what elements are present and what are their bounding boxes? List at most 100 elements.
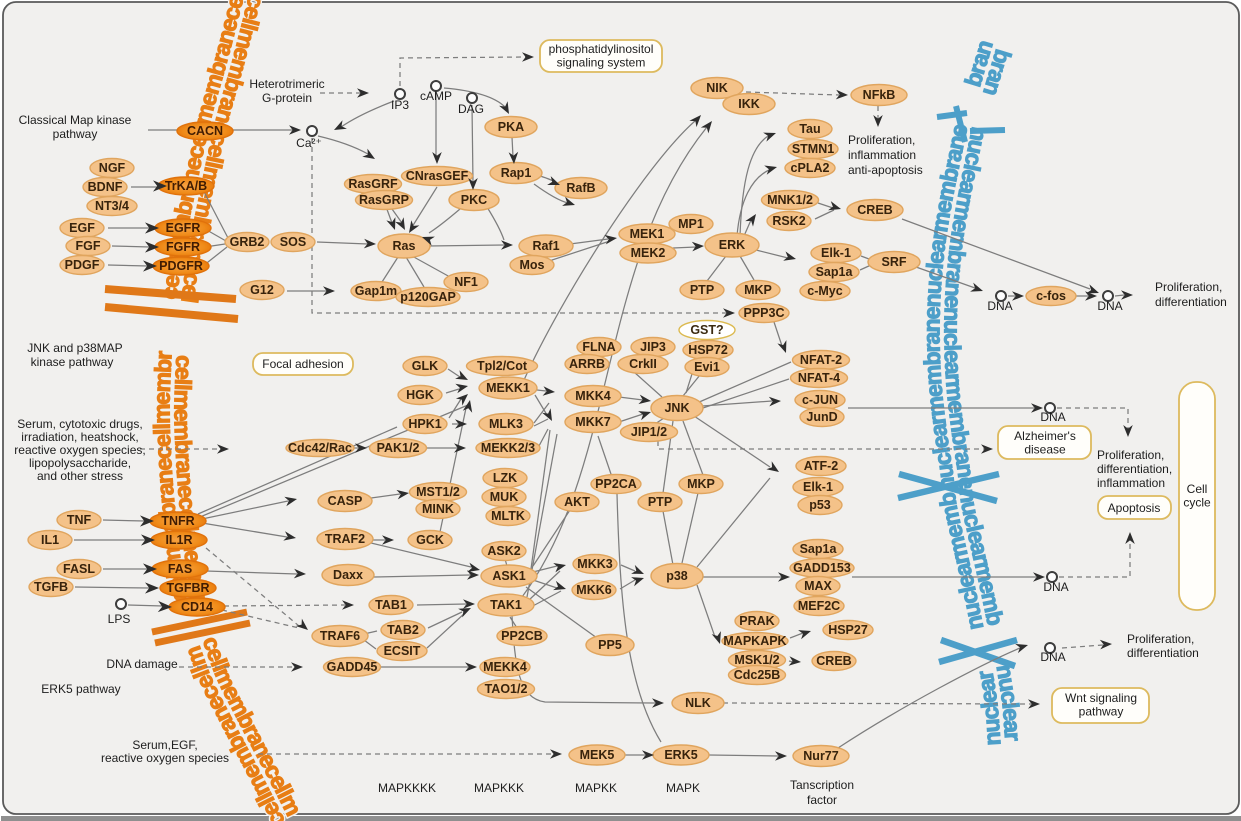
svg-text:inflammation: inflammation [848,148,916,162]
svg-text:Evi1: Evi1 [694,360,720,374]
svg-text:RasGRP: RasGRP [359,193,409,207]
svg-text:Proliferation,: Proliferation, [1155,280,1222,294]
svg-text:MKK6: MKK6 [576,583,611,597]
svg-text:DAG: DAG [458,102,484,116]
svg-text:MNK1/2: MNK1/2 [767,193,813,207]
svg-text:PKA: PKA [498,120,524,134]
svg-text:Tpl2/Cot: Tpl2/Cot [477,359,528,373]
svg-text:NFkB: NFkB [863,88,896,102]
svg-text:GCK: GCK [416,533,444,547]
svg-text:TNF: TNF [67,513,92,527]
svg-text:GLK: GLK [412,359,438,373]
svg-text:ERK: ERK [719,238,745,252]
svg-text:CACN: CACN [187,124,223,138]
svg-text:G-protein: G-protein [262,91,312,105]
svg-text:CREB: CREB [857,203,892,217]
svg-text:TAO1/2: TAO1/2 [485,682,528,696]
svg-text:CNrasGEF: CNrasGEF [406,169,469,183]
svg-text:and other stress: and other stress [37,469,123,483]
svg-text:Proliferation,: Proliferation, [1127,632,1194,646]
svg-text:HSP72: HSP72 [688,343,728,357]
svg-text:RasGRF: RasGRF [348,177,398,191]
svg-text:NIK: NIK [706,81,728,95]
svg-text:NT3/4: NT3/4 [95,199,129,213]
svg-text:signaling system: signaling system [557,56,646,70]
svg-text:MAPKAPK: MAPKAPK [723,634,786,648]
svg-text:Nur77: Nur77 [803,749,838,763]
svg-text:MKK7: MKK7 [575,415,610,429]
svg-text:DNA: DNA [1040,650,1065,664]
svg-text:GADD45: GADD45 [327,660,378,674]
svg-text:MLTK: MLTK [491,509,525,523]
svg-text:PTP: PTP [648,495,672,509]
svg-text:MKP: MKP [744,283,772,297]
svg-text:TrKA/B: TrKA/B [165,179,207,193]
svg-text:ECSIT: ECSIT [384,644,421,658]
svg-text:Ras: Ras [393,239,416,253]
svg-text:cAMP: cAMP [420,89,452,103]
svg-text:FGF: FGF [76,239,101,253]
svg-text:DNA: DNA [1040,410,1065,424]
svg-text:STMN1: STMN1 [792,142,834,156]
svg-text:DNA: DNA [1097,299,1122,313]
svg-text:TAB1: TAB1 [375,598,407,612]
svg-text:differentiation: differentiation [1155,295,1227,309]
svg-text:inflammation: inflammation [1097,476,1165,490]
svg-text:TGFB: TGFB [34,580,68,594]
svg-text:MEK2: MEK2 [631,246,666,260]
svg-text:Sap1a: Sap1a [800,542,838,556]
svg-text:PPP3C: PPP3C [744,306,785,320]
svg-text:AKT: AKT [564,495,590,509]
svg-text:Classical Map kinase: Classical Map kinase [19,113,132,127]
svg-text:Cdc42/Rac: Cdc42/Rac [288,441,352,455]
svg-text:Gap1m: Gap1m [355,284,397,298]
svg-text:Rap1: Rap1 [501,166,532,180]
svg-text:lipopolysaccharide,: lipopolysaccharide, [29,456,131,470]
svg-text:PP5: PP5 [598,638,622,652]
svg-text:PKC: PKC [461,193,487,207]
svg-text:MUK: MUK [490,490,518,504]
svg-text:c-JUN: c-JUN [802,393,838,407]
svg-text:Daxx: Daxx [333,568,363,582]
svg-text:kinase pathway: kinase pathway [31,355,114,369]
svg-text:reactive oxygen species,: reactive oxygen species, [14,443,145,457]
svg-text:Elk-1: Elk-1 [821,246,851,260]
svg-text:Focal adhesion: Focal adhesion [262,357,343,371]
svg-text:CD14: CD14 [181,600,213,614]
svg-text:MLK3: MLK3 [489,417,523,431]
svg-text:p120GAP: p120GAP [400,290,456,304]
svg-text:SOS: SOS [280,235,306,249]
svg-text:IP3: IP3 [391,98,409,112]
svg-text:RSK2: RSK2 [772,214,805,228]
svg-text:Serum, cytotoxic drugs,: Serum, cytotoxic drugs, [17,417,142,431]
svg-text:TRAF2: TRAF2 [325,532,365,546]
svg-text:PDGF: PDGF [65,258,100,272]
svg-text:MKK4: MKK4 [575,389,610,403]
svg-text:MSK1/2: MSK1/2 [734,653,779,667]
svg-text:PRAK: PRAK [739,614,774,628]
svg-text:Tanscription: Tanscription [790,778,854,792]
svg-text:PTP: PTP [690,283,714,297]
svg-text:TRAF6: TRAF6 [320,629,360,643]
svg-text:disease: disease [1024,443,1066,457]
svg-text:GRB2: GRB2 [230,235,265,249]
svg-text:PP2CB: PP2CB [501,629,543,643]
svg-text:cycle: cycle [1183,496,1211,510]
svg-text:pathway: pathway [1079,705,1124,719]
svg-text:MAPKKK: MAPKKK [474,781,524,795]
svg-text:MAX: MAX [804,579,832,593]
svg-text:MAPKK: MAPKK [575,781,617,795]
svg-text:ASK2: ASK2 [487,544,520,558]
svg-text:pathway: pathway [53,127,98,141]
svg-text:JIP1/2: JIP1/2 [631,425,667,439]
svg-text:MEKK1: MEKK1 [486,381,530,395]
svg-text:ERK5: ERK5 [664,748,697,762]
svg-text:CREB: CREB [816,654,851,668]
svg-text:NFAT-4: NFAT-4 [798,371,840,385]
svg-text:Heterotrimeric: Heterotrimeric [249,77,324,91]
svg-text:c-Myc: c-Myc [807,284,842,298]
svg-text:SRF: SRF [882,255,907,269]
svg-text:Raf1: Raf1 [532,239,559,253]
svg-text:MEF2C: MEF2C [798,599,840,613]
svg-text:anti-apoptosis: anti-apoptosis [848,163,923,177]
